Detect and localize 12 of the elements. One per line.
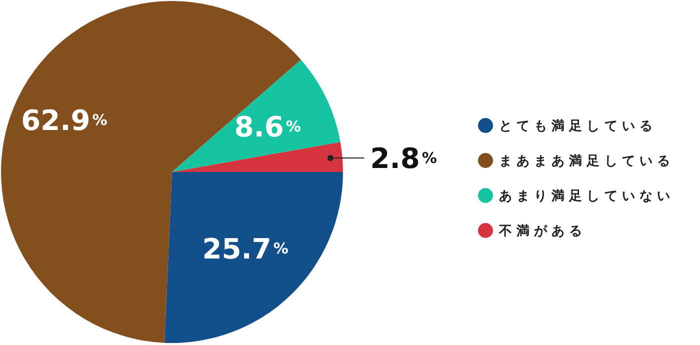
- legend-label: あまり満足していない: [499, 188, 674, 204]
- pie-slice: [172, 142, 343, 172]
- data-label: 25.7%: [202, 232, 288, 266]
- data-label: 2.8%: [370, 142, 437, 175]
- legend-label: とても満足している: [499, 118, 657, 134]
- pie-slice: [1, 1, 301, 343]
- pie-slice: [164, 172, 343, 343]
- legend-label: 不満がある: [499, 222, 587, 240]
- data-label: 62.9%: [21, 104, 108, 137]
- legend-label: まあまあ満足している: [499, 152, 674, 170]
- data-label: 8.6%: [234, 110, 301, 143]
- pie-slice: [172, 60, 340, 172]
